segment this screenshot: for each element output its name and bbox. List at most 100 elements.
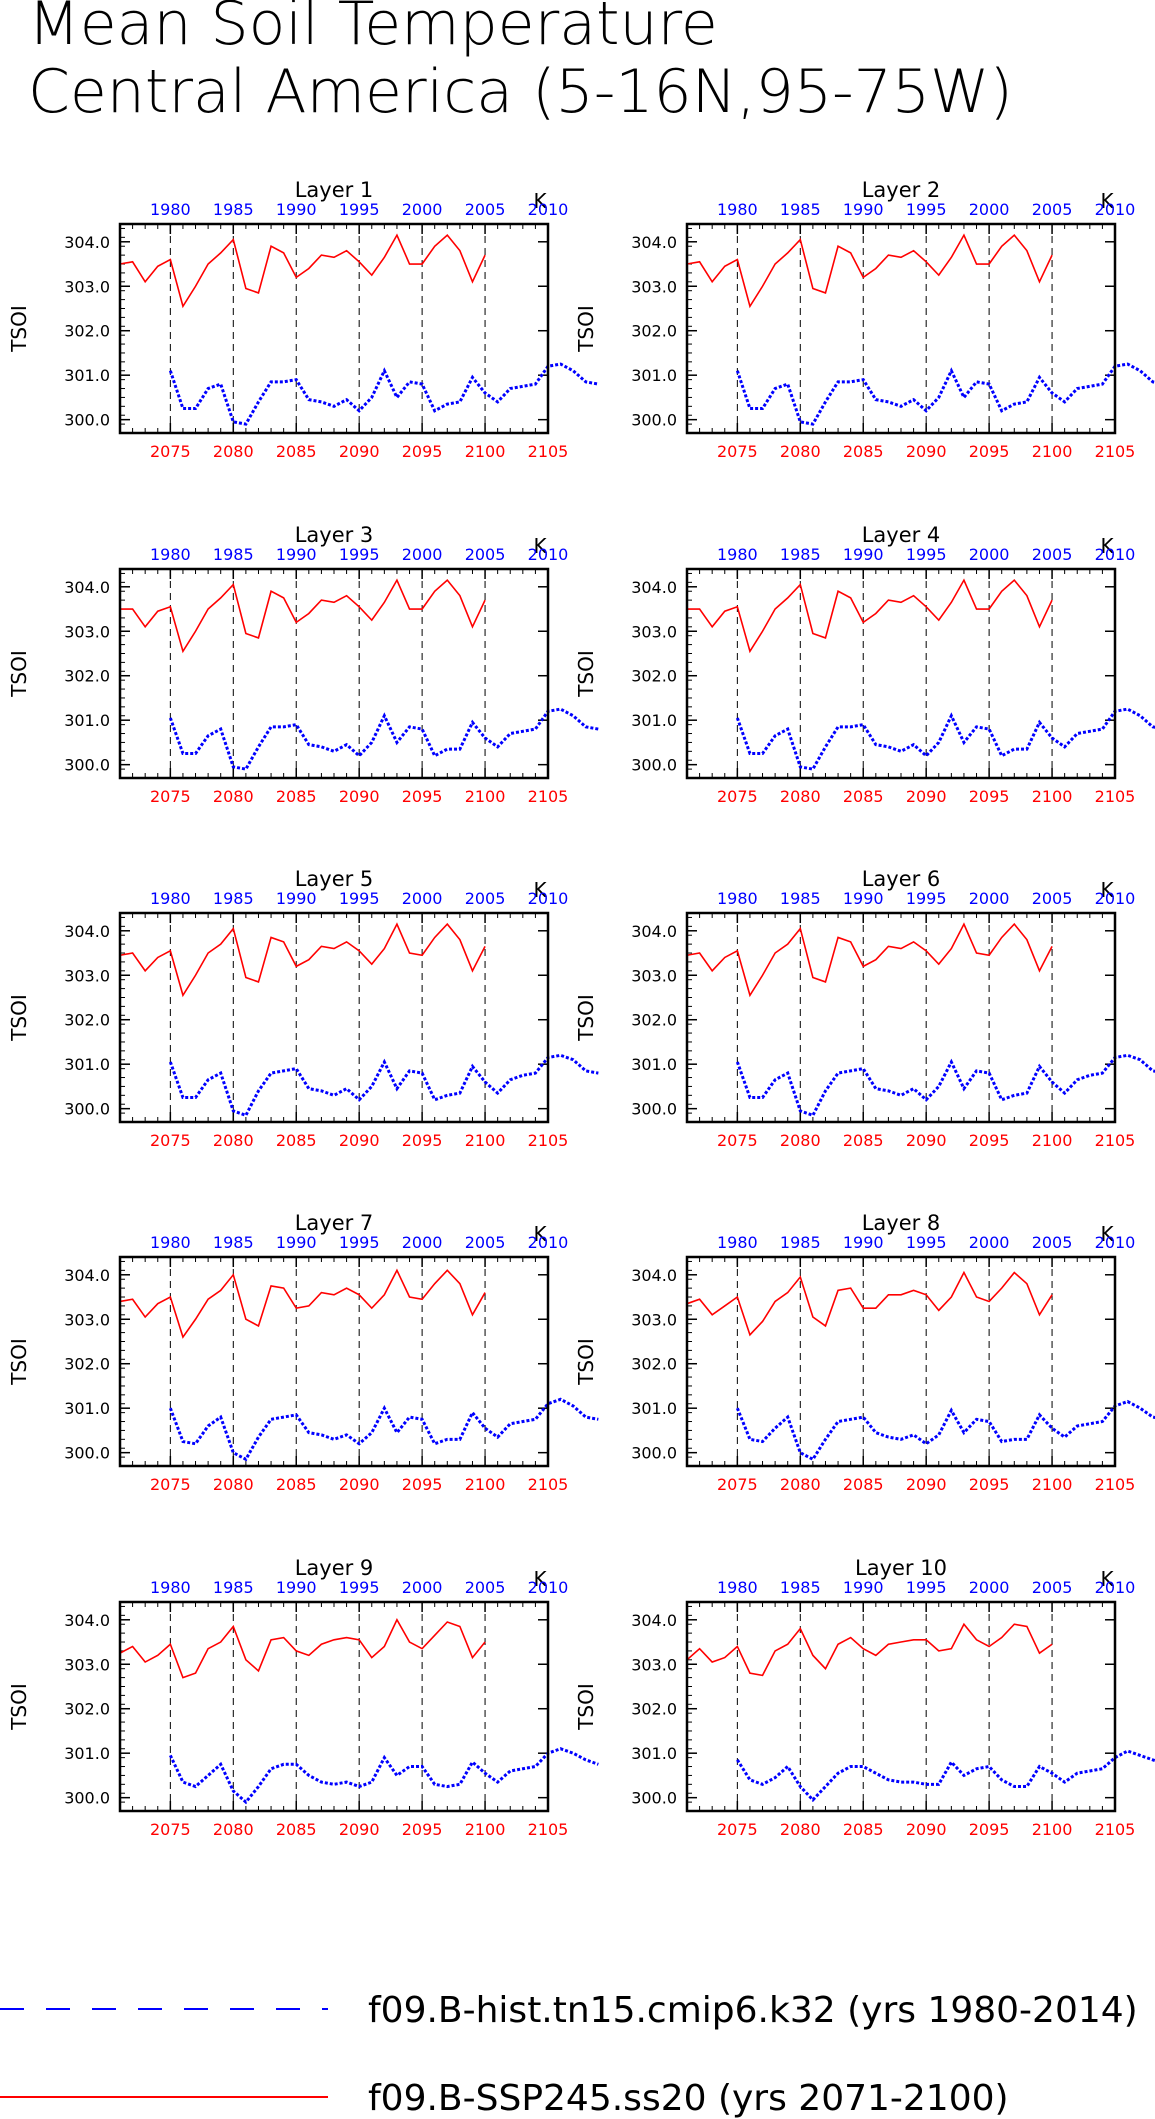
units-label: K bbox=[533, 1567, 547, 1591]
y-axis-label: TSOI bbox=[7, 994, 31, 1042]
x-top-tick-label: 1995 bbox=[906, 545, 947, 564]
x-top-tick-label: 1985 bbox=[213, 200, 254, 219]
x-bottom-tick-label: 2090 bbox=[906, 787, 947, 806]
panel-5: Layer 5 K TSOI 300.0 301.0 302.0 303.0 304.0 207… bbox=[7, 867, 599, 1150]
x-bottom-tick-label: 2105 bbox=[528, 787, 569, 806]
plot-frame bbox=[685, 911, 1117, 1124]
y-axis-label: TSOI bbox=[574, 650, 598, 698]
y-tick-label: 303.0 bbox=[631, 1655, 677, 1674]
x-top-tick-label: 1980 bbox=[150, 200, 191, 219]
x-top-tick-label: 1995 bbox=[906, 889, 947, 908]
x-bottom-tick-label: 2100 bbox=[465, 1131, 506, 1150]
y-tick-label: 302.0 bbox=[631, 1700, 677, 1719]
x-bottom-tick-label: 2080 bbox=[780, 442, 821, 461]
x-top-tick-label: 2005 bbox=[1032, 545, 1073, 564]
x-bottom-tick-label: 2080 bbox=[213, 1820, 254, 1839]
y-tick-label: 300.0 bbox=[631, 411, 677, 430]
x-top-tick-label: 1980 bbox=[717, 200, 758, 219]
x-bottom-tick-label: 2080 bbox=[213, 787, 254, 806]
y-tick-label: 304.0 bbox=[64, 1266, 110, 1285]
y-tick-label: 301.0 bbox=[64, 1744, 110, 1763]
x-top-tick-label: 1995 bbox=[339, 889, 380, 908]
x-top-tick-label: 1995 bbox=[906, 200, 947, 219]
legend-hist-label: f09.B-hist.tn15.cmip6.k32 (yrs 1980-2014… bbox=[368, 1990, 1138, 2031]
x-bottom-tick-label: 2095 bbox=[402, 1820, 443, 1839]
x-bottom-tick-label: 2075 bbox=[150, 442, 191, 461]
x-top-tick-label: 2000 bbox=[402, 889, 443, 908]
x-top-tick-label: 1980 bbox=[150, 545, 191, 564]
x-top-tick-label: 1985 bbox=[780, 200, 821, 219]
x-bottom-tick-label: 2080 bbox=[780, 787, 821, 806]
x-bottom-tick-label: 2100 bbox=[465, 442, 506, 461]
x-bottom-tick-label: 2100 bbox=[465, 1820, 506, 1839]
x-top-tick-label: 2000 bbox=[969, 545, 1010, 564]
x-bottom-tick-label: 2085 bbox=[276, 1131, 317, 1150]
units-label: K bbox=[1100, 878, 1114, 902]
x-bottom-tick-label: 2095 bbox=[969, 787, 1010, 806]
x-top-tick-label: 2010 bbox=[528, 1578, 569, 1597]
x-top-tick-label: 1995 bbox=[339, 1233, 380, 1252]
x-top-tick-label: 1990 bbox=[843, 545, 884, 564]
panel-title: Layer 3 bbox=[295, 523, 374, 547]
x-top-tick-label: 1990 bbox=[276, 200, 317, 219]
y-tick-label: 301.0 bbox=[631, 1744, 677, 1763]
x-top-tick-label: 1980 bbox=[150, 1578, 191, 1597]
plot-frame bbox=[118, 222, 550, 435]
x-bottom-tick-label: 2105 bbox=[528, 1820, 569, 1839]
x-top-tick-label: 1990 bbox=[276, 1233, 317, 1252]
x-bottom-tick-label: 2105 bbox=[1095, 1475, 1136, 1494]
y-tick-label: 302.0 bbox=[631, 1355, 677, 1374]
x-bottom-tick-label: 2095 bbox=[969, 1820, 1010, 1839]
x-top-tick-label: 1985 bbox=[780, 889, 821, 908]
panel-10: Layer 10 K TSOI 300.0 301.0 302.0 303.0 304.0 20… bbox=[574, 1556, 1155, 1839]
x-bottom-tick-label: 2075 bbox=[150, 787, 191, 806]
x-bottom-tick-label: 2085 bbox=[276, 1475, 317, 1494]
x-bottom-tick-label: 2075 bbox=[717, 442, 758, 461]
x-top-tick-label: 1980 bbox=[717, 545, 758, 564]
y-tick-label: 300.0 bbox=[631, 1444, 677, 1463]
y-tick-label: 300.0 bbox=[631, 756, 677, 775]
x-bottom-tick-label: 2085 bbox=[276, 442, 317, 461]
series-hist-line bbox=[735, 707, 1155, 771]
x-bottom-tick-label: 2095 bbox=[402, 787, 443, 806]
y-tick-label: 303.0 bbox=[64, 622, 110, 641]
x-top-tick-label: 2010 bbox=[1095, 545, 1136, 564]
x-bottom-tick-label: 2075 bbox=[717, 1475, 758, 1494]
x-top-tick-label: 2010 bbox=[528, 200, 569, 219]
plot-frame bbox=[685, 222, 1117, 435]
y-tick-label: 304.0 bbox=[64, 1611, 110, 1630]
series-ssp-line bbox=[119, 922, 486, 998]
y-tick-label: 304.0 bbox=[64, 233, 110, 252]
x-bottom-tick-label: 2085 bbox=[843, 787, 884, 806]
x-bottom-tick-label: 2085 bbox=[276, 1820, 317, 1839]
x-top-tick-label: 2000 bbox=[402, 1578, 443, 1597]
plot-frame bbox=[685, 1255, 1117, 1468]
y-axis-label: TSOI bbox=[574, 305, 598, 353]
y-axis-label: TSOI bbox=[7, 1683, 31, 1731]
x-bottom-tick-label: 2090 bbox=[906, 1820, 947, 1839]
y-tick-label: 301.0 bbox=[631, 1399, 677, 1418]
series-hist-line bbox=[168, 1053, 599, 1118]
x-bottom-tick-label: 2105 bbox=[528, 1475, 569, 1494]
y-tick-label: 303.0 bbox=[64, 1310, 110, 1329]
units-label: K bbox=[1100, 1567, 1114, 1591]
x-top-tick-label: 2010 bbox=[528, 545, 569, 564]
x-top-tick-label: 1995 bbox=[339, 1578, 380, 1597]
legend-ssp-label: f09.B-SSP245.ss20 (yrs 2071-2100) bbox=[368, 2078, 1009, 2119]
x-bottom-tick-label: 2075 bbox=[717, 1131, 758, 1150]
x-bottom-tick-label: 2105 bbox=[528, 1131, 569, 1150]
y-tick-label: 300.0 bbox=[64, 1789, 110, 1808]
y-axis-label: TSOI bbox=[574, 994, 598, 1042]
x-bottom-tick-label: 2085 bbox=[843, 1131, 884, 1150]
units-label: K bbox=[1100, 189, 1114, 213]
x-top-tick-label: 1980 bbox=[150, 1233, 191, 1252]
units-label: K bbox=[1100, 1222, 1114, 1246]
series-ssp-line bbox=[119, 1268, 486, 1339]
x-top-tick-label: 2000 bbox=[402, 545, 443, 564]
x-top-tick-label: 1995 bbox=[906, 1578, 947, 1597]
x-top-tick-label: 1990 bbox=[276, 545, 317, 564]
y-tick-label: 302.0 bbox=[64, 1700, 110, 1719]
x-bottom-tick-label: 2080 bbox=[780, 1475, 821, 1494]
series-ssp-line bbox=[686, 922, 1053, 998]
x-top-tick-label: 2000 bbox=[969, 1233, 1010, 1252]
